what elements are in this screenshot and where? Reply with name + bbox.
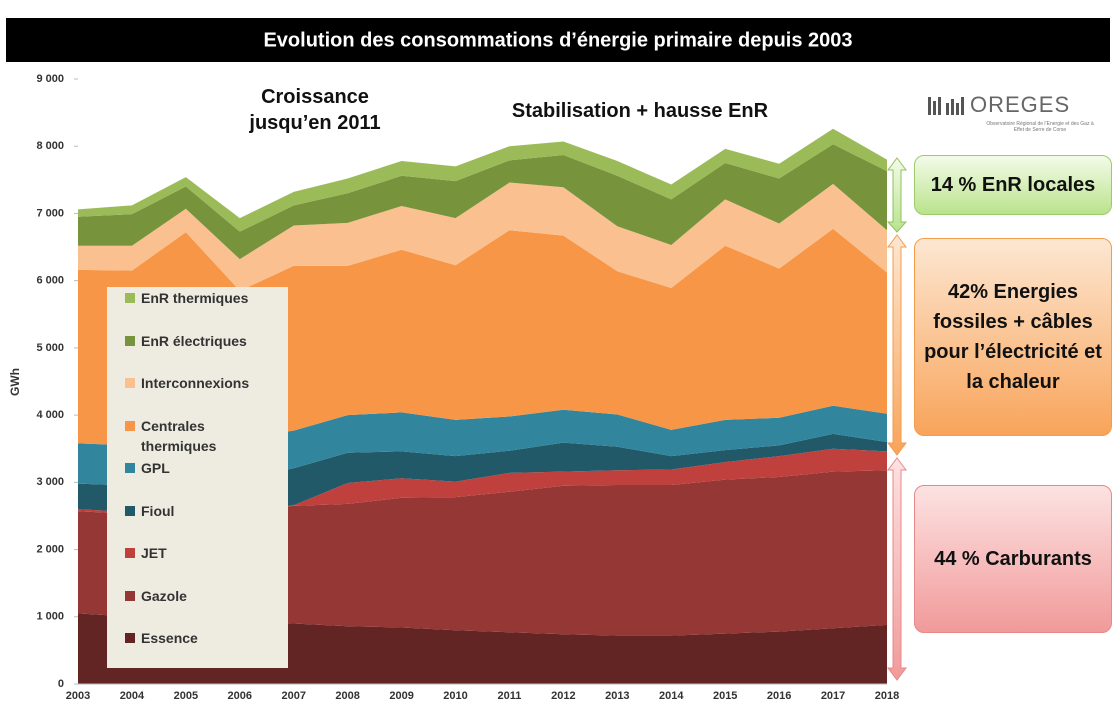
x-tick-label: 2011 — [498, 690, 522, 702]
x-tick-label: 2006 — [228, 690, 252, 702]
legend-swatch — [125, 335, 135, 346]
y-axis-label: GWh — [8, 368, 22, 396]
callout: 44 % Carburants — [914, 485, 1112, 633]
y-tick-label: 4 000 — [36, 409, 64, 421]
legend-label: Gazole — [141, 587, 187, 604]
title-banner — [6, 18, 1110, 62]
area — [78, 182, 887, 291]
legend-label: EnR électriques — [141, 332, 247, 349]
legend-swatch — [125, 378, 135, 388]
y-tick-label: 0 — [58, 678, 64, 690]
legend-item: EnR thermiques — [125, 288, 271, 308]
x-tick-label: 2004 — [120, 690, 145, 702]
legend-swatch — [125, 590, 135, 601]
y-tick-label: 1 000 — [36, 611, 64, 623]
legend-swatch — [125, 633, 135, 643]
x-tick-label: 2018 — [875, 690, 899, 702]
area — [78, 144, 887, 260]
legend-swatch — [125, 463, 135, 473]
x-tick-label: 2015 — [713, 690, 737, 702]
legend-swatch — [125, 420, 135, 431]
callout: 14 % EnR locales — [914, 155, 1112, 215]
legend-swatch — [125, 293, 135, 303]
legend-swatch — [125, 505, 135, 516]
legend-label: EnR thermiques — [141, 290, 249, 306]
logo-icon — [928, 97, 964, 115]
legend-label: JET — [141, 545, 167, 561]
legend-label: Interconnexions — [141, 375, 250, 391]
legend-item: EnR électriques — [125, 331, 271, 351]
legend-label: Essence — [141, 630, 198, 646]
y-tick-label: 3 000 — [36, 476, 64, 488]
legend-item: GPL — [125, 458, 271, 478]
legend-item: Essence — [125, 628, 271, 648]
y-tick-label: 8 000 — [36, 140, 64, 152]
legend-label: Fioul — [141, 502, 175, 519]
logo-tagline: Observatoire Régional de l’Energie et de… — [986, 121, 1094, 133]
y-tick-label: 5 000 — [36, 342, 64, 354]
x-tick-label: 2012 — [551, 690, 575, 702]
legend: EnR thermiques EnR électriques Interconnex… — [107, 287, 288, 668]
x-tick-label: 2016 — [767, 690, 791, 702]
annotation: Croissance jusqu’en 2011 — [249, 86, 381, 134]
x-tick-label: 2017 — [821, 690, 845, 702]
y-tick-label: 6 000 — [36, 275, 64, 287]
chart-title: Evolution des consommations d’énergie pr… — [263, 29, 852, 51]
legend-item: JET — [125, 543, 271, 563]
legend-item: Gazole — [125, 586, 271, 606]
legend-label: Centrales thermiques — [141, 417, 217, 454]
logo-name: OREGES — [970, 92, 1070, 117]
x-tick-label: 2014 — [659, 690, 684, 702]
area — [78, 448, 887, 514]
legend-item: Interconnexions — [125, 373, 271, 393]
area — [78, 128, 887, 232]
annotation: Stabilisation + hausse EnR — [511, 100, 769, 122]
y-tick-label: 9 000 — [36, 73, 64, 85]
x-tick-label: 2013 — [605, 690, 629, 702]
y-tick-label: 7 000 — [36, 207, 64, 219]
callout: 42% Energies fossiles + câbles pour l’él… — [914, 238, 1112, 436]
legend-item: Centrales thermiques — [125, 416, 271, 456]
y-tick-label: 2 000 — [36, 543, 64, 555]
x-tick-label: 2009 — [389, 690, 413, 702]
legend-label: GPL — [141, 460, 170, 476]
x-tick-label: 2008 — [335, 690, 359, 702]
x-tick-label: 2003 — [66, 690, 90, 702]
bracket-arrows — [886, 157, 908, 681]
x-tick-label: 2010 — [443, 690, 467, 702]
legend-item: Fioul — [125, 501, 271, 521]
x-tick-label: 2005 — [174, 690, 198, 702]
x-tick-label: 2007 — [281, 690, 305, 702]
legend-swatch — [125, 548, 135, 558]
